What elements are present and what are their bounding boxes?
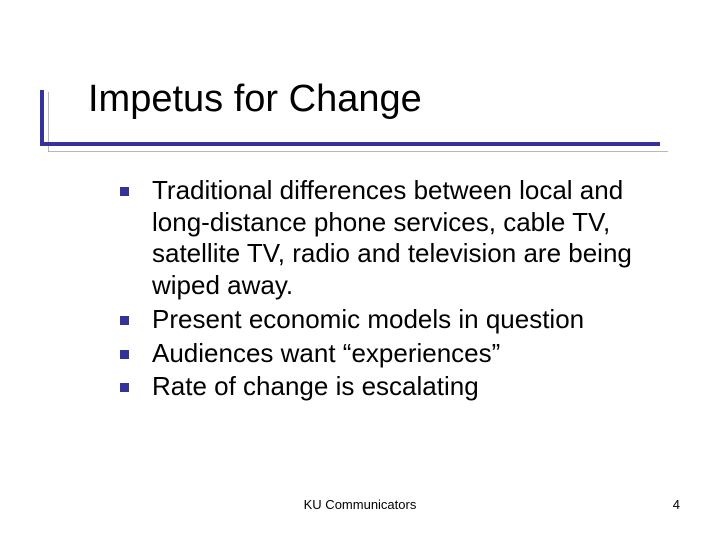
title-accent-underline-thin xyxy=(48,151,668,152)
list-item: Audiences want “experiences” xyxy=(120,338,665,370)
slide-title: Impetus for Change xyxy=(88,78,720,121)
list-item-text: Present economic models in question xyxy=(152,304,584,334)
title-accent-underline-thick xyxy=(40,142,660,146)
square-bullet-icon xyxy=(120,350,129,359)
list-item-text: Rate of change is escalating xyxy=(152,371,479,401)
list-item: Traditional differences between local an… xyxy=(120,175,665,302)
title-region: Impetus for Change xyxy=(0,0,720,131)
page-number: 4 xyxy=(673,497,680,512)
slide-container: Impetus for Change Traditional differenc… xyxy=(0,0,720,540)
square-bullet-icon xyxy=(120,316,129,325)
list-item-text: Audiences want “experiences” xyxy=(152,338,500,368)
square-bullet-icon xyxy=(120,383,129,392)
list-item: Rate of change is escalating xyxy=(120,371,665,403)
footer-text: KU Communicators xyxy=(0,497,720,512)
list-item: Present economic models in question xyxy=(120,304,665,336)
title-accent-vertical-thick xyxy=(40,90,44,142)
bullet-list: Traditional differences between local an… xyxy=(120,175,665,403)
square-bullet-icon xyxy=(120,187,129,196)
list-item-text: Traditional differences between local an… xyxy=(152,175,632,300)
